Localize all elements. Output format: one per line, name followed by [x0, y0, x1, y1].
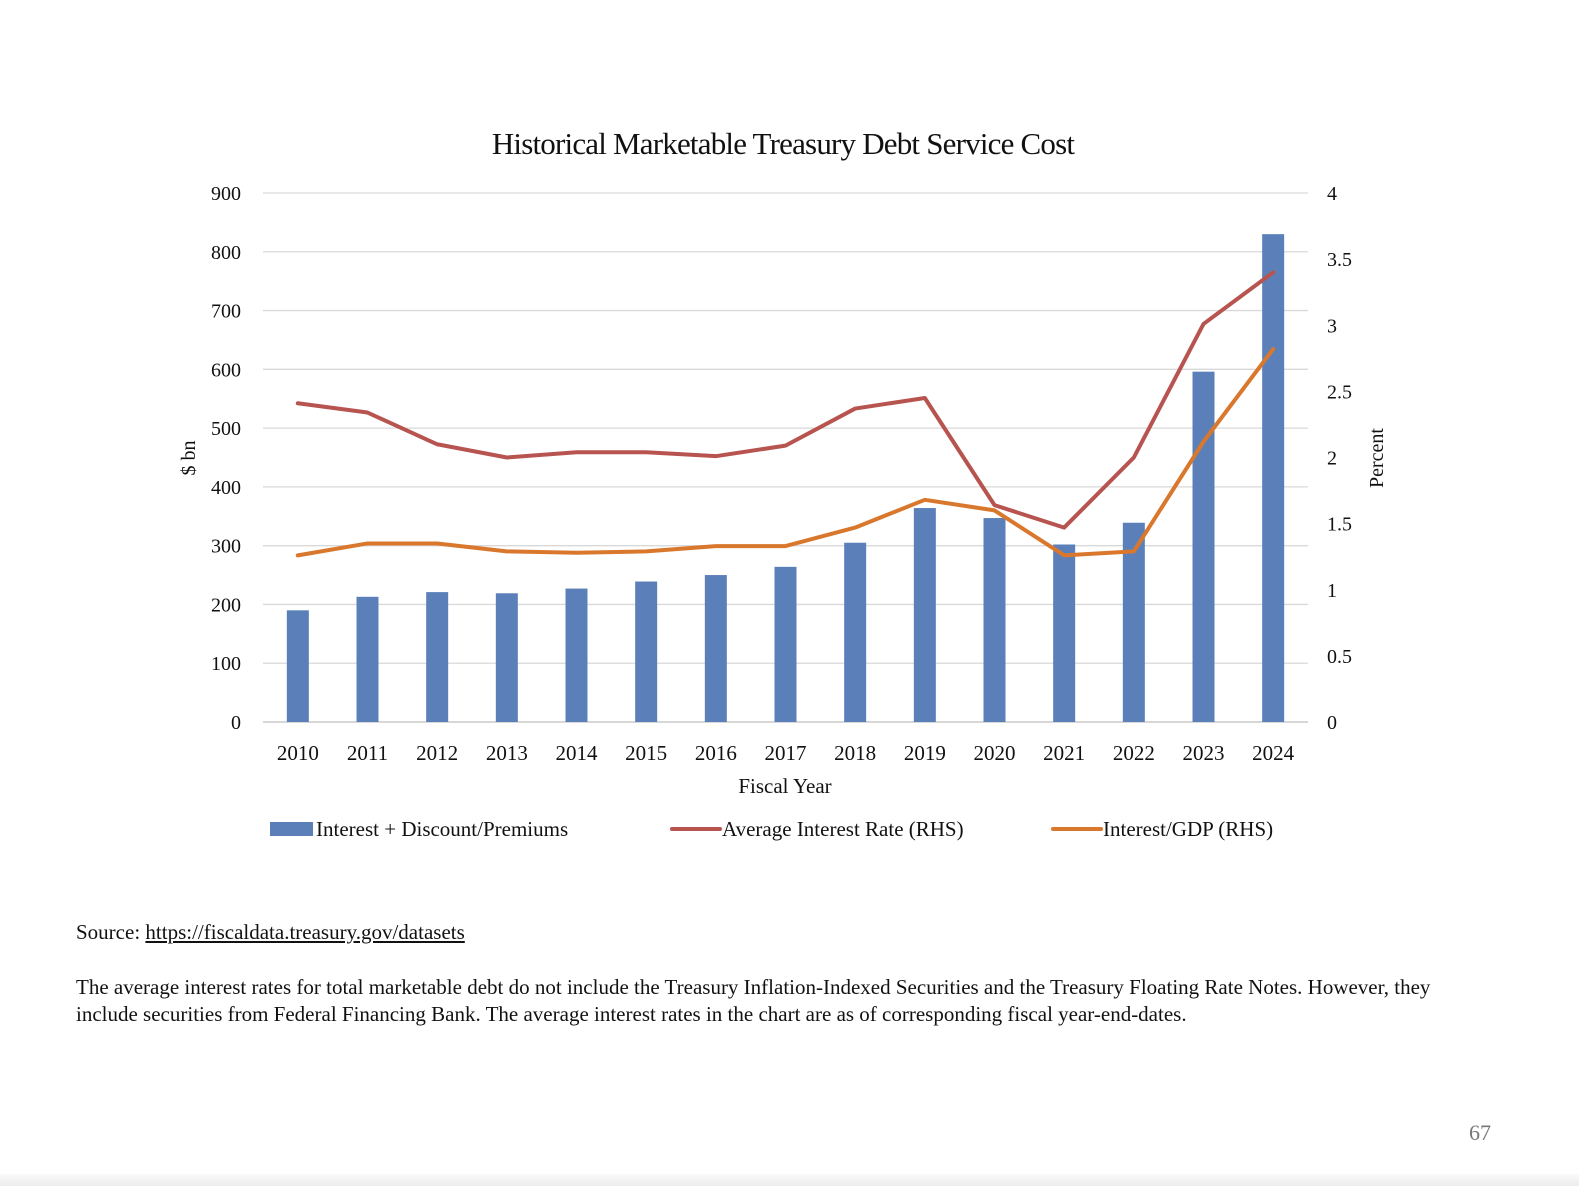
y2-tick-label: 2.5 [1327, 381, 1352, 403]
y-tick-label: 600 [211, 359, 241, 381]
legend: Interest + Discount/Premiums Average Inte… [270, 817, 1273, 841]
series-line [295, 347, 1276, 558]
x-axis-label: Fiscal Year [738, 774, 831, 798]
y2-tick-label: 1.5 [1327, 514, 1352, 536]
legend-swatch [270, 822, 313, 836]
bar [913, 508, 936, 722]
x-tick-label: 2013 [486, 741, 528, 765]
bar [1122, 522, 1145, 722]
line-series [295, 270, 1276, 558]
bar [426, 592, 449, 722]
y-tick-label: 900 [211, 183, 241, 205]
y-tick-label: 400 [211, 477, 241, 499]
y2-tick-label: 3 [1327, 315, 1337, 337]
y2-tick-label: 4 [1327, 183, 1337, 205]
bar [1262, 234, 1285, 722]
y-axis-right-label: Percent [1366, 428, 1388, 488]
y2-tick-label: 2 [1327, 448, 1337, 470]
y-tick-label: 700 [211, 301, 241, 323]
bar-series [286, 234, 1285, 722]
y-tick-label: 200 [211, 594, 241, 616]
y2-tick-label: 3.5 [1327, 249, 1352, 271]
chart: Historical Marketable Treasury Debt Serv… [178, 126, 1388, 841]
bar [1192, 371, 1215, 722]
source-note: Source: https://fiscaldata.treasury.gov/… [76, 920, 465, 945]
bar [495, 593, 518, 722]
y-tick-label: 0 [231, 712, 241, 734]
y-tick-label: 100 [211, 653, 241, 675]
bar [1053, 544, 1076, 722]
x-tick-label: 2019 [904, 741, 946, 765]
y2-tick-label: 0.5 [1327, 646, 1352, 668]
x-tick-label: 2012 [416, 741, 458, 765]
bar [635, 581, 658, 722]
x-tick-label: 2015 [625, 741, 667, 765]
x-tick-label: 2016 [695, 741, 737, 765]
bar [356, 596, 379, 722]
bar [983, 518, 1006, 722]
bar [565, 588, 588, 722]
bar [286, 610, 309, 722]
bar [844, 542, 867, 722]
legend-label: Interest + Discount/Premiums [316, 817, 568, 841]
x-tick-label: 2017 [765, 741, 807, 765]
bar [774, 566, 797, 722]
y2-tick-label: 0 [1327, 712, 1337, 734]
y-tick-label: 800 [211, 242, 241, 264]
x-tick-label: 2024 [1252, 741, 1295, 765]
y2-tick-label: 1 [1327, 580, 1337, 602]
footnote: The average interest rates for total mar… [76, 975, 1431, 1026]
bottom-bar [0, 1174, 1579, 1186]
x-tick-label: 2023 [1183, 741, 1225, 765]
x-tick-label: 2020 [974, 741, 1016, 765]
source-label: Source: [76, 920, 141, 944]
x-tick-label: 2022 [1113, 741, 1155, 765]
x-axis: 2010 2011 2012 2013 2014 2015 2016 2017 2018 2019… [277, 741, 1295, 765]
y-axis-right: 0 0.5 1 1.5 2 2.5 3 3.5 4 [1327, 183, 1352, 734]
source-link[interactable]: https://fiscaldata.treasury.gov/datasets [145, 920, 465, 944]
x-tick-label: 2018 [834, 741, 876, 765]
legend-label: Interest/GDP (RHS) [1103, 817, 1273, 841]
y-axis-left: 0 100 200 300 400 500 600 700 800 900 [211, 183, 241, 734]
chart-title: Historical Marketable Treasury Debt Serv… [492, 126, 1076, 161]
series-line [295, 270, 1276, 530]
bar [704, 575, 727, 722]
legend-label: Average Interest Rate (RHS) [722, 817, 964, 841]
x-tick-label: 2014 [556, 741, 599, 765]
x-tick-label: 2021 [1043, 741, 1085, 765]
y-axis-left-label: $ bn [178, 441, 200, 476]
y-tick-label: 300 [211, 536, 241, 558]
x-tick-label: 2011 [347, 741, 388, 765]
page-number: 67 [1469, 1120, 1491, 1145]
y-tick-label: 500 [211, 418, 241, 440]
x-tick-label: 2010 [277, 741, 319, 765]
